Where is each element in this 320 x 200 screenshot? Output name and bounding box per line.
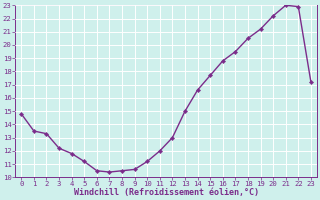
X-axis label: Windchill (Refroidissement éolien,°C): Windchill (Refroidissement éolien,°C) (74, 188, 259, 197)
